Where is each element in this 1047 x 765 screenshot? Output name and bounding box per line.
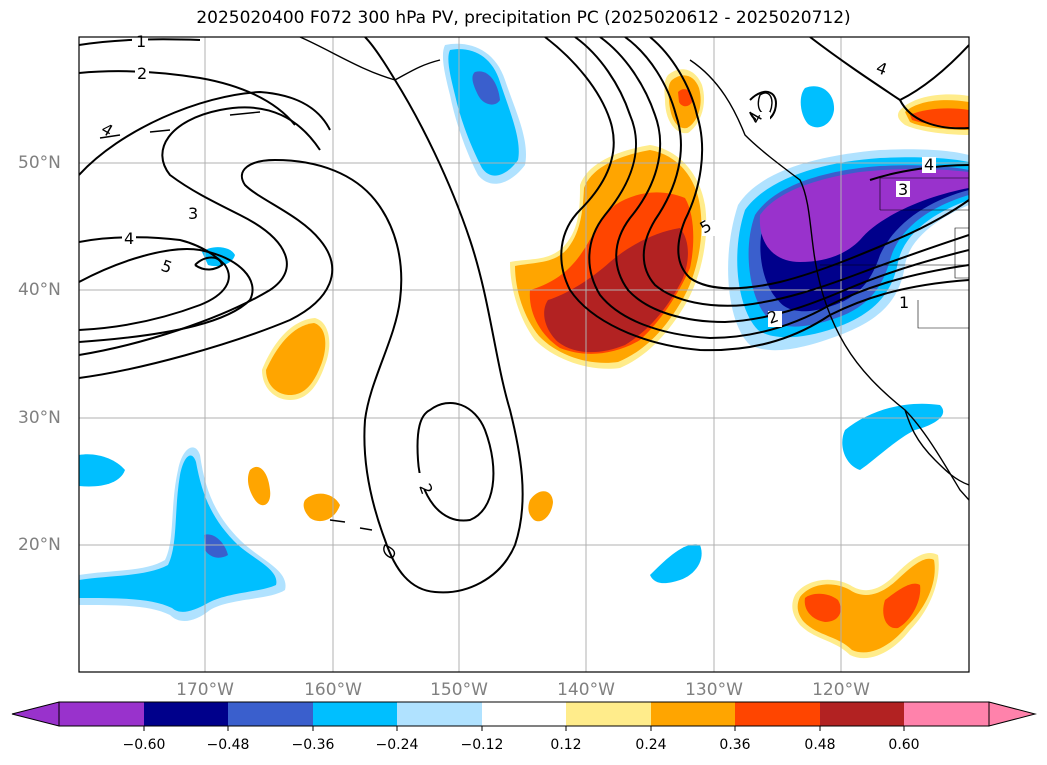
colorbar-swatch <box>397 702 482 726</box>
state-borders <box>820 177 969 329</box>
contour-4-trough <box>624 37 969 307</box>
contour-5-west <box>194 256 224 271</box>
figure-title: 2025020400 F072 300 hPa PV, precipitatio… <box>196 8 851 28</box>
island-bc <box>757 92 773 115</box>
aleutians <box>99 111 261 139</box>
colorbar-tick-label: 0.36 <box>719 737 751 753</box>
contour-3-trough <box>599 37 969 324</box>
colorbar-tick-label: 0.48 <box>804 737 836 753</box>
colorbar <box>11 701 1037 731</box>
colorbar-tick-label: −0.60 <box>122 737 166 753</box>
colorbar-swatch <box>735 702 820 726</box>
contour-label: 3 <box>898 180 908 199</box>
contour-3-ne <box>869 164 969 181</box>
precip-shading <box>79 43 969 659</box>
lon-label: 130°W <box>685 680 743 700</box>
colorbar-tick-label: −0.48 <box>206 737 250 753</box>
contour-label: 1 <box>136 32 146 51</box>
colorbar-swatch <box>144 702 228 726</box>
colorbar-swatch <box>566 702 651 726</box>
lat-label: 30°N <box>18 408 61 428</box>
lon-label: 120°W <box>812 680 870 700</box>
plot-frame <box>78 36 970 673</box>
colorbar-tick-label: −0.24 <box>375 737 419 753</box>
contour-1-trough <box>544 37 969 352</box>
coastlines <box>99 37 969 559</box>
contour-2-central <box>79 37 524 594</box>
contour-label: 2 <box>137 64 147 83</box>
colorbar-extend-max <box>988 701 1037 727</box>
colorbar-tick-label: 0.24 <box>635 737 667 753</box>
positive-precip-regions <box>247 69 969 659</box>
contour-4-west <box>79 90 331 176</box>
colorbar-tick-label: 0.60 <box>888 737 920 753</box>
colorbar-tick-label: −0.12 <box>460 737 504 753</box>
colorbar-swatch <box>313 702 397 726</box>
colorbar-swatch <box>820 702 904 726</box>
contour-4-ne <box>809 37 969 102</box>
contour-4-ne2 <box>899 99 969 130</box>
contour-label: 3 <box>188 204 198 223</box>
lon-label: 170°W <box>176 680 234 700</box>
colorbar-swatch <box>482 702 566 726</box>
lat-label: 50°N <box>18 153 61 173</box>
negative-precip-regions <box>79 43 969 622</box>
pv-contours <box>79 37 969 594</box>
contour-2-nw <box>79 70 296 126</box>
colorbar-tick-label: 0.12 <box>550 737 582 753</box>
contour-2-trough <box>574 37 969 340</box>
contour-3-mid <box>79 106 321 356</box>
contour-label: 4 <box>924 155 934 174</box>
lat-label: 40°N <box>18 280 61 300</box>
colorbar-tick-label: −0.36 <box>291 737 335 753</box>
lat-label: 20°N <box>18 535 61 555</box>
baja-coast <box>904 409 969 486</box>
contour-5-trough <box>649 37 969 290</box>
contour-2-inner-loop <box>416 401 495 522</box>
lon-label: 160°W <box>304 680 362 700</box>
colorbar-swatch <box>59 702 144 726</box>
graticule <box>79 37 969 672</box>
contour-label-group: 1 2 4 3 4 5 2 4 4 5 3 4 1 2 <box>98 32 936 497</box>
contour-label: 1 <box>899 293 909 312</box>
lon-label: 140°W <box>557 680 615 700</box>
colorbar-extend-min <box>11 701 60 727</box>
alaska-coast <box>299 37 441 81</box>
contour-3-west <box>79 236 230 331</box>
contour-label: 4 <box>124 229 134 248</box>
colorbar-swatch <box>651 702 735 726</box>
colorbar-swatch <box>904 702 989 726</box>
lon-label: 150°W <box>430 680 488 700</box>
colorbar-frame <box>58 701 990 727</box>
colorbar-swatch <box>228 702 313 726</box>
